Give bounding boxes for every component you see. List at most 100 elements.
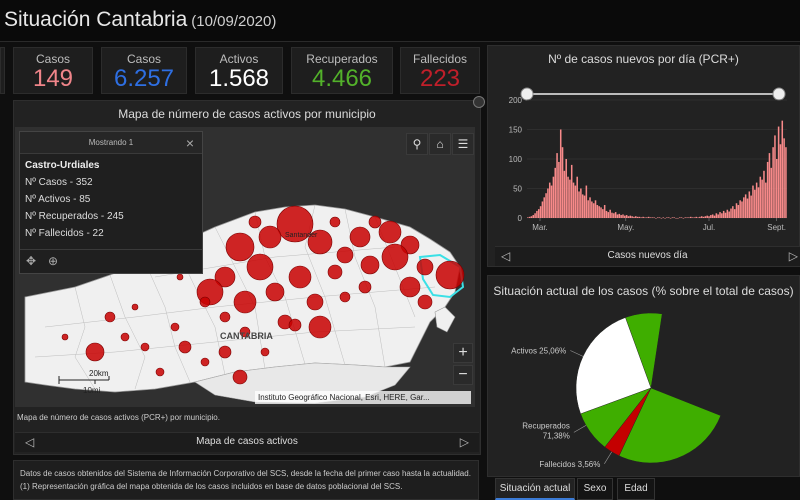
map-attribution[interactable]: Instituto Geográfico Nacional, Esri, HER…	[255, 391, 471, 404]
zoom-out-button[interactable]: −	[453, 365, 473, 385]
popup-cases: Nº Casos - 352	[25, 177, 93, 188]
bar	[768, 153, 771, 218]
bar	[722, 210, 725, 218]
expand-icon[interactable]	[473, 96, 485, 108]
map-note: Mapa de número de casos activos (PCR+) p…	[17, 413, 220, 422]
scale-bar: 20km 10mi	[58, 369, 110, 395]
bar	[759, 176, 762, 218]
bar	[636, 216, 639, 218]
bar	[640, 217, 643, 218]
bar	[678, 217, 681, 218]
kpi-new-cases: Casos 149	[13, 47, 93, 94]
next-arrow-icon[interactable]: ▷	[459, 435, 469, 449]
bar	[776, 159, 778, 218]
bar	[618, 213, 621, 218]
zoom-in-button[interactable]: +	[453, 343, 473, 363]
data-notes: Datos de casos obtenidos del Sistema de …	[13, 460, 479, 500]
app-header: Situación Cantabria (10/09/2020)	[0, 0, 800, 42]
tab-situacion-actual[interactable]: Situación actual	[495, 478, 575, 500]
bar	[744, 194, 747, 218]
list-icon[interactable]: ☰	[452, 133, 474, 155]
bar	[543, 197, 546, 218]
bar	[777, 126, 780, 218]
bar	[675, 218, 677, 219]
bar-nav-label: Casos nuevos día	[607, 250, 688, 261]
zoom-to-icon[interactable]: ⊕	[48, 254, 59, 268]
bar	[642, 216, 644, 218]
bar	[532, 215, 535, 218]
prev-arrow-icon[interactable]: ◁	[501, 249, 511, 263]
popup-active: Nº Activos - 85	[25, 194, 91, 205]
map-popup: Mostrando 1 × Castro-Urdiales Nº Casos -…	[19, 131, 203, 274]
pie-label: Activos 25,06%	[511, 346, 566, 355]
bar	[754, 189, 756, 218]
bar	[746, 198, 749, 218]
popup-toolbar: ✥ ⊕	[20, 249, 202, 273]
bar	[558, 161, 560, 218]
search-icon[interactable]: ⚲	[406, 133, 428, 155]
bar	[664, 218, 666, 219]
bar	[752, 185, 754, 218]
bar	[611, 212, 613, 218]
bar	[550, 185, 553, 218]
label-cantabria: CANTABRIA	[220, 331, 273, 341]
bar	[583, 195, 586, 218]
bar	[598, 206, 600, 218]
kpi-total-cases: Casos 6.257	[101, 47, 187, 94]
bar	[609, 209, 611, 218]
tab-edad[interactable]: Edad	[617, 478, 655, 500]
tab-sexo[interactable]: Sexo	[577, 478, 613, 500]
bar	[613, 213, 615, 218]
bar	[620, 215, 622, 218]
bar	[563, 170, 566, 218]
x-tick-label: Sept.	[767, 223, 786, 232]
bar	[605, 210, 608, 218]
bar	[548, 182, 551, 218]
x-axis-ticks: Mar. May. Jul. Sept.	[532, 218, 786, 232]
pie-slice	[604, 387, 652, 457]
case-circles	[61, 205, 465, 385]
bar	[733, 209, 736, 218]
bar	[602, 209, 604, 218]
y-tick-label: 200	[509, 96, 523, 105]
bar	[653, 217, 655, 218]
prev-arrow-icon[interactable]: ◁	[25, 435, 35, 449]
bar	[702, 216, 705, 218]
bar	[552, 176, 555, 218]
bar	[547, 188, 549, 218]
bar	[666, 217, 668, 218]
range-slider-handle-right[interactable]	[772, 87, 786, 101]
kpi-value: 1.568	[208, 65, 270, 92]
bar	[651, 217, 654, 218]
bar	[757, 187, 760, 218]
bar	[572, 182, 575, 218]
bar	[755, 182, 758, 218]
home-icon[interactable]: ⌂	[429, 133, 451, 155]
next-arrow-icon[interactable]: ▷	[788, 249, 798, 263]
kpi-active: Activos 1.568	[195, 47, 283, 94]
close-icon[interactable]: ×	[185, 135, 194, 151]
range-slider-handle-left[interactable]	[520, 87, 534, 101]
bar	[779, 144, 782, 218]
move-icon[interactable]: ✥	[26, 254, 37, 268]
bar	[600, 207, 602, 218]
bar	[662, 217, 665, 218]
bar	[704, 216, 707, 218]
bar	[574, 185, 577, 218]
pie-leader-line	[570, 350, 584, 357]
kpi-value: 149	[32, 65, 74, 92]
x-tick-label: Jul.	[703, 223, 715, 232]
bar	[677, 218, 679, 219]
bar	[689, 216, 692, 218]
bar	[761, 179, 763, 218]
bar	[737, 205, 740, 218]
popup-recovered: Nº Recuperados - 245	[25, 211, 124, 222]
bar	[710, 215, 712, 218]
bar-chart[interactable]: 200 150 100 50 0 Mar. May. Jul. Sept.	[487, 82, 800, 242]
bar	[719, 212, 721, 218]
bar	[536, 210, 538, 218]
bar	[578, 191, 580, 218]
y-axis-ticks: 200 150 100 50 0	[509, 96, 523, 223]
kpi-value: 4.466	[311, 65, 373, 92]
